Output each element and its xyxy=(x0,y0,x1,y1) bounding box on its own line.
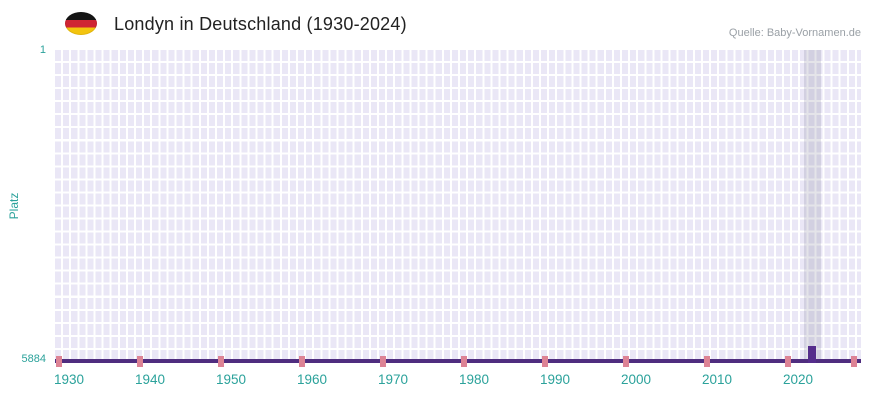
highlight-band xyxy=(804,50,822,363)
rank-bar[interactable] xyxy=(808,346,817,363)
decade-mark xyxy=(299,356,305,367)
decade-mark xyxy=(461,356,467,367)
x-axis-tick: 1940 xyxy=(134,372,166,387)
x-axis-tick: 1980 xyxy=(458,372,490,387)
decade-mark xyxy=(785,356,791,367)
x-axis-tick: 2020 xyxy=(782,372,814,387)
x-axis-tick: 1970 xyxy=(377,372,409,387)
chart-title: Londyn in Deutschland (1930-2024) xyxy=(114,14,407,34)
x-axis-tick: 1960 xyxy=(296,372,328,387)
plot-area[interactable] xyxy=(55,50,861,367)
x-axis: 1930 1940 1950 1960 1970 1980 1990 2000 2010 2020 xyxy=(0,372,873,394)
y-tick-max: 1 xyxy=(39,44,46,56)
y-axis-title: Platz xyxy=(7,192,21,220)
decade-mark xyxy=(218,356,224,367)
x-axis-tick: 1990 xyxy=(539,372,571,387)
y-tick-min: 5884 xyxy=(21,353,46,365)
decade-mark xyxy=(623,356,629,367)
rank-baseline xyxy=(55,359,861,363)
x-axis-tick: 2000 xyxy=(620,372,652,387)
x-axis-tick: 1930 xyxy=(53,372,85,387)
decade-mark xyxy=(137,356,143,367)
x-axis-tick: 1950 xyxy=(215,372,247,387)
german-flag-icon xyxy=(65,12,97,35)
x-axis-tick: 2010 xyxy=(701,372,733,387)
decade-mark xyxy=(56,356,62,367)
edge-mark xyxy=(851,356,857,367)
source-attribution: Quelle: Baby-Vornamen.de xyxy=(728,27,861,39)
decade-mark xyxy=(704,356,710,367)
decade-mark xyxy=(542,356,548,367)
decade-mark xyxy=(380,356,386,367)
